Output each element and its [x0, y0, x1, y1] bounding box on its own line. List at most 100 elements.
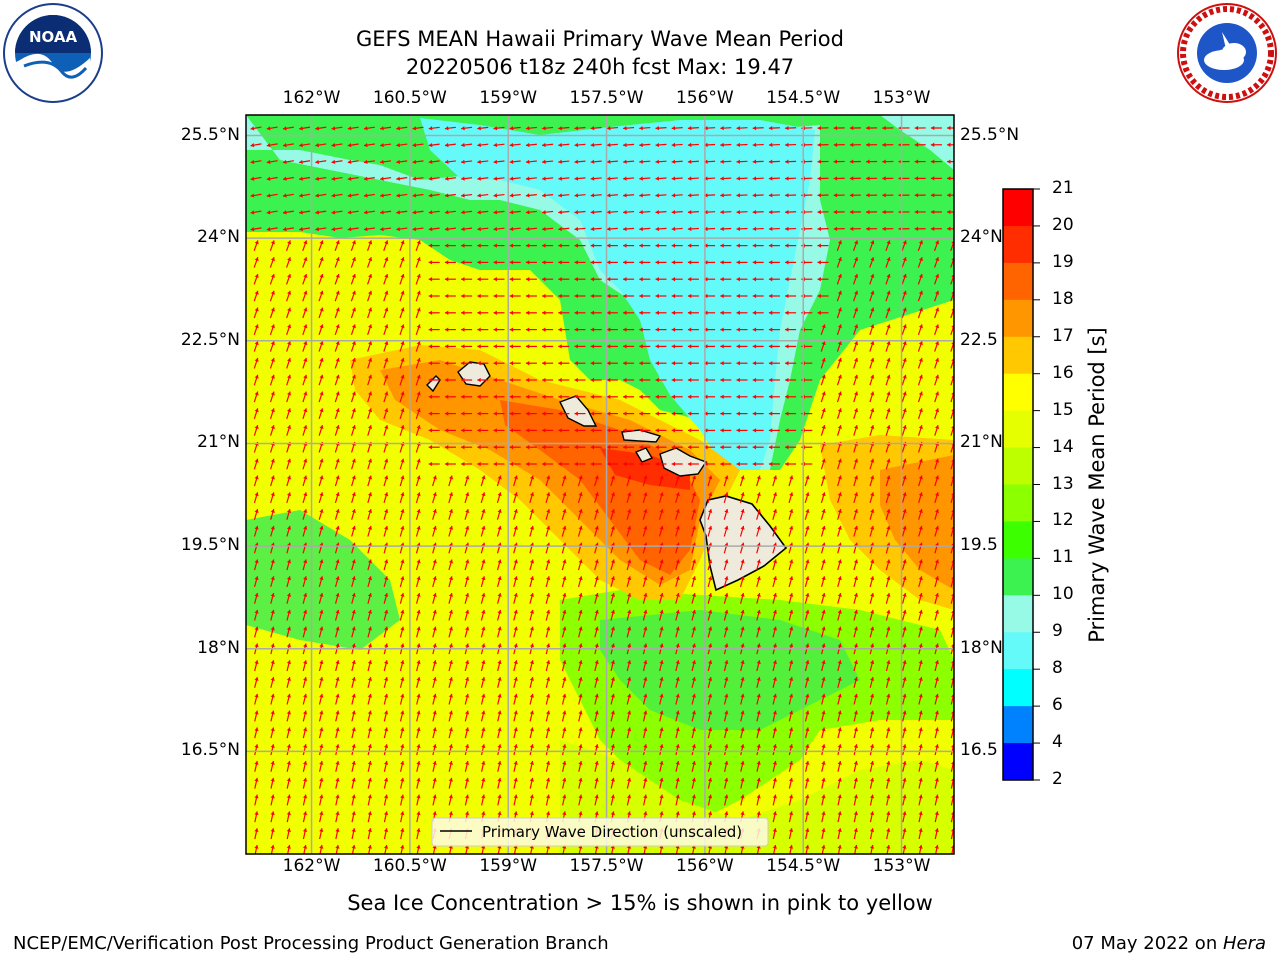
- wave-arrow-head: [934, 677, 939, 681]
- wave-arrow-head: [428, 243, 433, 248]
- wave-arrow-head: [368, 357, 373, 362]
- wave-arrow-head: [639, 126, 643, 131]
- wave-arrow-head: [821, 425, 826, 430]
- wave-arrow-head: [319, 408, 324, 413]
- wave-arrow-head: [384, 492, 389, 497]
- wave-arrow-head: [400, 811, 405, 816]
- wave-arrow-head: [493, 344, 497, 349]
- wave-arrow-head: [869, 845, 875, 849]
- wave-arrow-head: [578, 576, 583, 581]
- wave-arrow-head: [934, 626, 940, 631]
- wave-arrow-head: [497, 794, 502, 799]
- wave-arrow-head: [947, 125, 951, 131]
- wave-arrow-head: [918, 425, 923, 430]
- lat-tick-label: 19.5°N: [180, 535, 240, 556]
- wave-arrow-head: [351, 677, 356, 681]
- wave-arrow-head: [529, 559, 535, 564]
- wave-arrow-head: [302, 828, 308, 832]
- wave-arrow-head: [886, 274, 891, 278]
- wave-arrow-head: [319, 475, 324, 480]
- wave-arrow-head: [513, 643, 518, 648]
- wave-arrow-head: [643, 559, 648, 564]
- wave-arrow-head: [785, 344, 789, 349]
- wave-arrow-head: [772, 475, 778, 480]
- wave-arrow-head: [918, 677, 923, 681]
- wave-arrow-head: [513, 845, 518, 849]
- wave-arrow-head: [675, 660, 680, 665]
- wave-arrow-head: [853, 660, 859, 665]
- footer-date: 07 May 2022 on: [1071, 933, 1223, 954]
- wave-arrow-head: [351, 374, 356, 379]
- wave-arrow-head: [886, 626, 891, 631]
- wave-arrow-head: [461, 142, 465, 148]
- wave-arrow-head: [756, 576, 761, 581]
- lon-tick-label: 156°W: [675, 856, 734, 876]
- wave-arrow-head: [675, 525, 680, 530]
- wave-arrow-head: [805, 475, 810, 480]
- wave-arrow-head: [270, 509, 275, 513]
- wave-arrow-head: [736, 428, 740, 433]
- wave-arrow-head: [623, 210, 627, 215]
- wave-arrow-head: [347, 142, 352, 148]
- wave-arrow-head: [363, 176, 368, 181]
- wave-arrow-head: [270, 240, 275, 245]
- colorbar-tick-label: 2: [1052, 769, 1063, 789]
- wave-arrow-head: [546, 609, 551, 614]
- wave-arrow-head: [303, 274, 308, 278]
- wave-arrow-head: [432, 660, 437, 665]
- wave-arrow-head: [384, 408, 389, 413]
- wave-arrow-head: [416, 509, 421, 513]
- wave-arrow-head: [448, 845, 453, 849]
- wave-arrow-head: [610, 559, 616, 564]
- wave-arrow-head: [266, 159, 271, 165]
- wave-arrow-head: [286, 475, 292, 480]
- wave-arrow-head: [736, 243, 740, 248]
- wave-arrow-head: [849, 159, 854, 164]
- wave-arrow-head: [643, 693, 648, 698]
- wave-arrow-head: [659, 761, 664, 765]
- lat-tick-label: 19.5: [960, 535, 998, 556]
- wave-arrow-head: [481, 677, 486, 681]
- wave-arrow-head: [266, 227, 271, 232]
- wave-arrow-head: [837, 509, 842, 513]
- wave-arrow-head: [854, 341, 859, 346]
- wave-arrow-head: [886, 391, 891, 396]
- wave-arrow-head: [319, 559, 324, 564]
- wave-arrow-head: [854, 240, 859, 245]
- wave-arrow-head: [817, 176, 821, 181]
- wave-arrow-head: [400, 761, 405, 765]
- wave-arrow-head: [902, 794, 907, 799]
- wave-arrow-head: [870, 609, 875, 614]
- wave-arrow-head: [768, 411, 773, 416]
- wave-arrow-head: [400, 593, 405, 597]
- wave-arrow-head: [448, 475, 454, 480]
- wave-arrow-head: [918, 593, 923, 597]
- wave-arrow-head: [675, 744, 680, 749]
- wave-arrow-head: [930, 159, 935, 164]
- wave-arrow-head: [368, 257, 373, 262]
- wave-arrow-head: [513, 609, 518, 614]
- wave-arrow-head: [578, 845, 583, 849]
- wave-arrow-head: [833, 125, 838, 131]
- wave-arrow-head: [772, 727, 777, 732]
- wave-arrow-head: [930, 125, 935, 131]
- wave-arrow-head: [720, 327, 724, 332]
- wave-arrow-head: [590, 361, 595, 366]
- wave-arrow-head: [606, 310, 611, 315]
- wave-arrow-head: [671, 445, 676, 450]
- wave-arrow-head: [562, 492, 567, 497]
- wave-arrow-head: [416, 593, 421, 597]
- wave-arrow-head: [643, 811, 648, 816]
- wave-arrow-head: [250, 210, 255, 215]
- wave-arrow-head: [286, 710, 291, 715]
- wave-arrow-head: [558, 210, 562, 215]
- wave-arrow-head: [578, 643, 583, 648]
- wave-arrow-head: [870, 425, 875, 430]
- wave-arrow-head: [833, 159, 838, 164]
- wave-arrow-head: [367, 509, 373, 513]
- wave-arrow-head: [789, 509, 794, 513]
- wave-arrow-head: [606, 411, 611, 416]
- wave-arrow-head: [934, 509, 940, 513]
- wave-arrow-head: [594, 794, 599, 799]
- wave-arrow-head: [853, 693, 858, 698]
